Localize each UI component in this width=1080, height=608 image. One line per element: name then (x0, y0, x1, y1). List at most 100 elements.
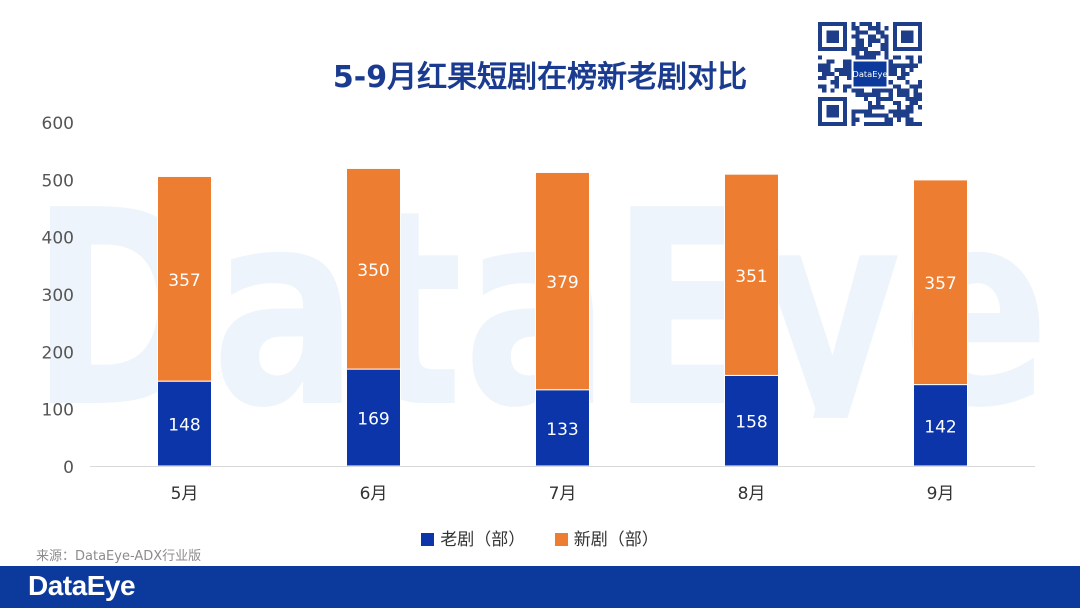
qr-module (888, 109, 893, 114)
qr-module (855, 30, 860, 35)
qr-module (851, 109, 856, 114)
qr-module (905, 55, 910, 60)
legend-swatch-new (554, 533, 568, 546)
y-tick-label: 600 (42, 114, 74, 134)
qr-module (905, 88, 910, 93)
qr-module (822, 71, 827, 77)
qr-module (867, 113, 873, 118)
qr-module (818, 55, 823, 60)
qr-module (822, 84, 827, 89)
qr-module (897, 105, 902, 110)
qr-module (905, 109, 910, 114)
qr-module (876, 88, 881, 93)
qr-module (884, 26, 889, 31)
qr-module (884, 51, 889, 56)
qr-module (913, 92, 918, 97)
qr-module (913, 84, 918, 89)
qr-module (892, 109, 898, 114)
bar-new (535, 171, 590, 391)
qr-module (876, 38, 881, 43)
qr-module (867, 34, 873, 39)
qr-module (867, 121, 873, 126)
qr-module (905, 105, 910, 110)
qr-module (892, 101, 898, 106)
qr-logo-text: DataEye (852, 69, 887, 79)
bar-old (346, 368, 401, 467)
qr-module (818, 63, 823, 68)
qr-module (888, 71, 893, 77)
x-tick-label: 9月 (927, 484, 955, 504)
qr-module (884, 42, 889, 47)
qr-module (876, 30, 881, 35)
qr-module (872, 105, 877, 110)
qr-module (884, 113, 889, 118)
qr-module (851, 22, 856, 27)
qr-module (892, 84, 898, 89)
qr-module (917, 59, 922, 64)
qr-module (859, 30, 864, 35)
qr-module (880, 42, 885, 47)
qr-module (855, 117, 860, 122)
qr-module (818, 76, 823, 81)
qr-module (863, 22, 868, 27)
qr-module (897, 101, 902, 106)
qr-module (859, 109, 864, 114)
qr-module (913, 96, 918, 102)
qr-module (917, 121, 922, 126)
qr-module (909, 121, 914, 126)
qr-module (892, 71, 898, 77)
qr-module (863, 121, 868, 126)
qr-module (917, 84, 922, 89)
qr-module (901, 67, 906, 72)
qr-module (897, 55, 902, 60)
qr-module (834, 80, 839, 85)
qr-module (905, 117, 910, 122)
qr-module (888, 80, 893, 85)
qr-module (888, 88, 893, 93)
data-label-new: 351 (735, 267, 767, 287)
qr-module (909, 63, 914, 68)
qr-module (905, 80, 910, 85)
qr-module (909, 109, 914, 114)
qr-module (888, 117, 893, 122)
data-label-old: 133 (546, 420, 578, 440)
qr-module (872, 26, 877, 31)
qr-module (897, 117, 902, 122)
qr-module (876, 121, 881, 126)
bar-new (913, 179, 968, 386)
qr-module (822, 67, 827, 72)
qr-module (884, 88, 889, 93)
qr-module (855, 51, 860, 56)
qr-module (909, 117, 914, 122)
qr-module (872, 113, 877, 118)
qr-finder-inner (826, 105, 839, 118)
qr-module (838, 67, 843, 72)
qr-module (901, 113, 906, 118)
qr-module (876, 101, 881, 106)
qr-module (867, 22, 873, 27)
qr-module (872, 92, 877, 97)
qr-module (876, 92, 881, 97)
data-label-old: 148 (168, 416, 200, 436)
qr-module (901, 71, 906, 77)
qr-module (855, 55, 860, 60)
qr-module (830, 59, 835, 64)
qr-module (880, 121, 885, 126)
data-label-old: 169 (357, 410, 389, 430)
qr-module (897, 113, 902, 118)
qr-module (901, 63, 906, 68)
data-label-new: 350 (357, 261, 389, 281)
qr-module (863, 46, 868, 52)
qr-module (822, 76, 827, 81)
qr-module (872, 34, 877, 39)
qr-module (909, 96, 914, 102)
qr-module (892, 113, 898, 118)
qr-module (847, 76, 852, 81)
qr-module (859, 55, 864, 60)
qr-module (884, 96, 889, 102)
qr-module (842, 67, 848, 72)
footer-logo: DataEye (28, 570, 136, 601)
qr-module (818, 84, 823, 89)
qr-module (834, 76, 839, 81)
qr-module (851, 26, 856, 31)
